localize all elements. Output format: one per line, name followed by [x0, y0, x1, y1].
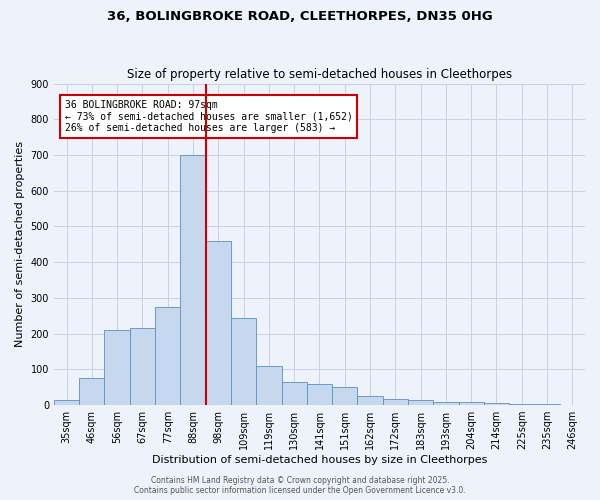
Text: 36 BOLINGBROKE ROAD: 97sqm
← 73% of semi-detached houses are smaller (1,652)
26%: 36 BOLINGBROKE ROAD: 97sqm ← 73% of semi…: [65, 100, 352, 133]
Bar: [332, 387, 358, 405]
Bar: [484, 404, 509, 405]
Bar: [79, 378, 104, 405]
Bar: [307, 384, 332, 405]
Bar: [130, 328, 155, 405]
Title: Size of property relative to semi-detached houses in Cleethorpes: Size of property relative to semi-detach…: [127, 68, 512, 81]
Bar: [256, 366, 281, 405]
Bar: [206, 240, 231, 405]
Bar: [433, 402, 458, 405]
Text: 36, BOLINGBROKE ROAD, CLEETHORPES, DN35 0HG: 36, BOLINGBROKE ROAD, CLEETHORPES, DN35 …: [107, 10, 493, 23]
Bar: [383, 399, 408, 405]
Bar: [408, 400, 433, 405]
Bar: [155, 307, 181, 405]
Bar: [181, 155, 206, 405]
Text: Contains HM Land Registry data © Crown copyright and database right 2025.
Contai: Contains HM Land Registry data © Crown c…: [134, 476, 466, 495]
Bar: [358, 396, 383, 405]
Bar: [54, 400, 79, 405]
Bar: [509, 404, 535, 405]
Bar: [281, 382, 307, 405]
Bar: [231, 318, 256, 405]
Bar: [535, 404, 560, 405]
X-axis label: Distribution of semi-detached houses by size in Cleethorpes: Distribution of semi-detached houses by …: [152, 455, 487, 465]
Y-axis label: Number of semi-detached properties: Number of semi-detached properties: [15, 142, 25, 348]
Bar: [458, 402, 484, 405]
Bar: [104, 330, 130, 405]
